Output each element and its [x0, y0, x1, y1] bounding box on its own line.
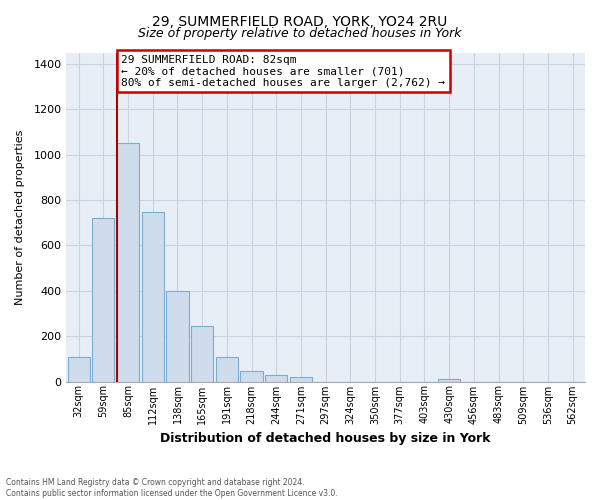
Bar [191, 326, 213, 382]
Bar [241, 370, 263, 382]
Bar [265, 375, 287, 382]
Bar [117, 143, 139, 382]
Text: 29, SUMMERFIELD ROAD, YORK, YO24 2RU: 29, SUMMERFIELD ROAD, YORK, YO24 2RU [152, 15, 448, 29]
Bar [290, 377, 312, 382]
Text: 29 SUMMERFIELD ROAD: 82sqm
← 20% of detached houses are smaller (701)
80% of sem: 29 SUMMERFIELD ROAD: 82sqm ← 20% of deta… [121, 55, 445, 88]
Bar [68, 357, 90, 382]
Text: Size of property relative to detached houses in York: Size of property relative to detached ho… [138, 28, 462, 40]
Bar [92, 218, 115, 382]
Y-axis label: Number of detached properties: Number of detached properties [15, 130, 25, 304]
Bar [142, 212, 164, 382]
Bar [438, 379, 460, 382]
X-axis label: Distribution of detached houses by size in York: Distribution of detached houses by size … [160, 432, 491, 445]
Text: Contains HM Land Registry data © Crown copyright and database right 2024.
Contai: Contains HM Land Registry data © Crown c… [6, 478, 338, 498]
Bar [216, 356, 238, 382]
Bar [166, 291, 188, 382]
